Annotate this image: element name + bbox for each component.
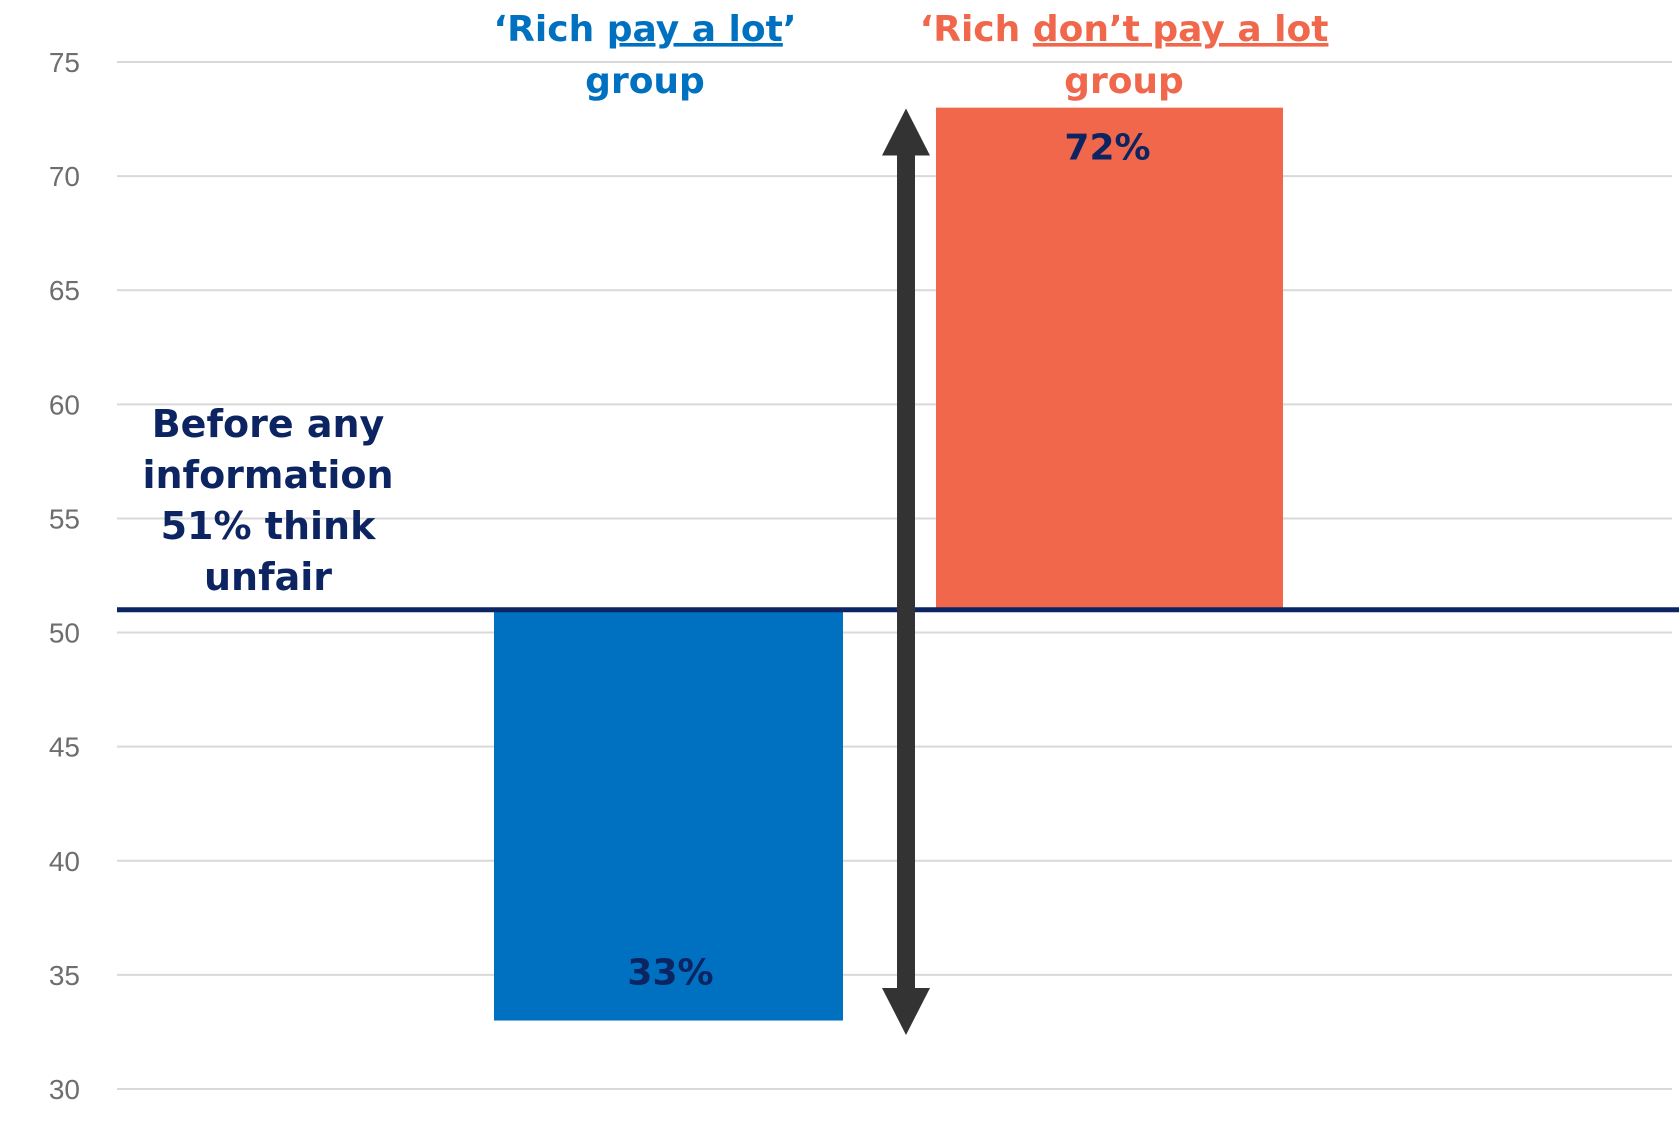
group-label-part: group: [1064, 61, 1184, 102]
group-label-part: pay a lot: [607, 9, 783, 50]
labels: 33% ‘Rich pay a lot’ group 72% ‘Rich don’t p…: [494, 9, 1329, 994]
group-label: ‘Rich don’t pay a lot: [920, 9, 1329, 50]
data-label: 33%: [627, 953, 713, 994]
group-label-part: ‘Rich: [920, 9, 1033, 50]
y-tick-label: 50: [49, 618, 80, 649]
group-label: ‘Rich pay a lot’: [494, 9, 797, 50]
group-label: group: [585, 61, 705, 102]
y-tick-label: 60: [49, 389, 80, 420]
grid-lines: [117, 61, 1672, 1090]
y-tick-label: 35: [49, 960, 80, 991]
group-label-part: ’: [783, 9, 797, 50]
arrow-shaft: [897, 153, 915, 990]
y-tick-label: 70: [49, 161, 80, 192]
baseline-note-line: Before any: [152, 402, 385, 446]
bar-rich-dont-pay-a-lot: [936, 107, 1283, 610]
data-label: 72%: [1064, 128, 1150, 169]
arrow-head-down: [882, 987, 930, 1035]
baseline-note-line: unfair: [204, 555, 332, 599]
bars: [494, 107, 1283, 1021]
y-tick-label: 55: [49, 503, 80, 534]
y-tick-label: 45: [49, 732, 80, 763]
baseline-note-line: 51% think: [161, 504, 376, 548]
group-label-part: group: [585, 61, 705, 102]
double-headed-vertical-arrow-icon: [882, 108, 930, 1035]
group-label-part: ‘Rich: [494, 9, 607, 50]
y-tick-label: 30: [49, 1074, 80, 1105]
y-tick-label: 75: [49, 47, 80, 78]
y-tick-label: 65: [49, 275, 80, 306]
y-axis-tick-labels: 30 35 40 45 50 55 60 65 70 75: [49, 47, 80, 1105]
y-tick-label: 40: [49, 846, 80, 877]
group-label-part: don’t pay a lot: [1033, 9, 1329, 50]
arrow-head-up: [882, 108, 930, 156]
group-label: group: [1064, 61, 1184, 102]
bar-rich-pay-a-lot: [494, 609, 843, 1021]
baseline-note-line: information: [142, 453, 393, 497]
